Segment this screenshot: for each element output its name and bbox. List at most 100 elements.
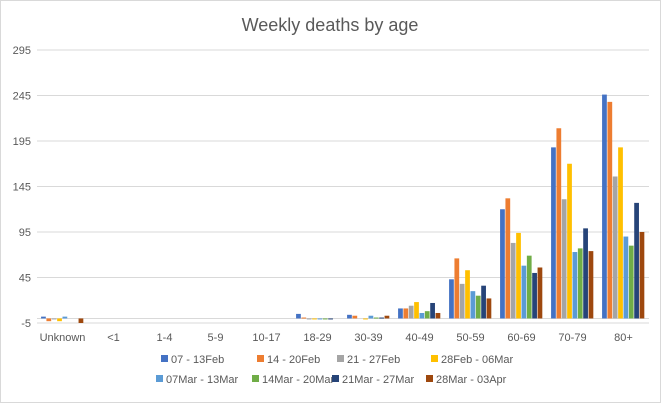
x-tick-label-5: 18-29 (303, 332, 331, 344)
bar-1829-2 (306, 318, 312, 320)
x-tick-label-0: Unknown (40, 332, 86, 344)
legend-label-7: 28Mar - 03Apr (436, 374, 507, 386)
bar-4049-4 (419, 312, 425, 319)
x-tick-label-11: 80+ (614, 332, 633, 344)
legend-label-2: 21 - 27Feb (347, 354, 400, 366)
bar-6069-4 (521, 265, 527, 319)
x-tick-label-10: 70-79 (558, 332, 586, 344)
x-tick-label-6: 30-39 (354, 332, 382, 344)
bar-4049-0 (398, 308, 403, 319)
y-tick-label-4: 195 (13, 136, 31, 148)
x-tick-label-4: 10-17 (252, 332, 280, 344)
bars (41, 94, 645, 323)
bar-1829-3 (312, 318, 317, 320)
bar-80-5 (628, 245, 634, 319)
bar-Unknown-4 (62, 316, 68, 319)
bar-7079-1 (556, 128, 562, 319)
bar-3039-3 (363, 318, 368, 320)
bar-3039-1 (352, 315, 358, 319)
bar-Unknown-1 (46, 318, 52, 322)
bar-4049-5 (424, 311, 430, 319)
bar-4049-7 (435, 312, 441, 319)
bar-7079-4 (572, 252, 578, 319)
bar-5059-5 (475, 295, 481, 319)
y-tick-label-1: 45 (19, 273, 31, 285)
bar-7079-2 (561, 199, 567, 319)
x-tick-label-8: 50-59 (456, 332, 484, 344)
bar-6069-3 (516, 232, 521, 319)
bar-1829-4 (317, 318, 323, 320)
bar-4049-2 (408, 305, 414, 319)
legend-swatch-3 (431, 355, 438, 362)
bar-5059-0 (449, 279, 454, 319)
bar-4049-6 (430, 302, 435, 319)
bar-3039-0 (347, 314, 352, 319)
bar-Unknown-2 (51, 318, 57, 320)
bar-Unknown-0 (41, 316, 46, 319)
bar-7079-6 (583, 228, 588, 319)
x-tick-label-1: <1 (107, 332, 120, 344)
y-tick-label-2: 95 (19, 227, 31, 239)
y-tick-label-6: 295 (13, 45, 31, 57)
legend-swatch-2 (337, 355, 344, 362)
bar-7079-7 (588, 251, 594, 319)
bar-5059-1 (454, 258, 460, 319)
bar-3039-6 (379, 317, 384, 319)
x-axis: Unknown <1 1-4 5-9 10-17 18-29 30-39 40-49 50-59… (40, 332, 633, 344)
x-tick-label-3: 5-9 (208, 332, 224, 344)
bar-1829-6 (328, 318, 333, 320)
bar-6069-2 (510, 242, 516, 319)
bar-7079-0 (551, 147, 556, 319)
y-tick-label-5: 245 (13, 91, 31, 103)
gridlines (37, 49, 649, 324)
bar-1829-0 (296, 313, 301, 319)
bar-6069-7 (537, 267, 543, 319)
bar-5059-4 (470, 291, 476, 319)
legend-swatch-5 (252, 375, 259, 382)
legend-swatch-6 (332, 375, 339, 382)
bar-5059-7 (486, 298, 492, 319)
bar-80-1 (607, 101, 613, 319)
bar-3039-5 (373, 317, 379, 319)
x-tick-label-7: 40-49 (405, 332, 433, 344)
y-axis: -5 45 95 145 195 245 295 (13, 45, 31, 330)
bar-80-2 (612, 176, 618, 319)
bar-80-0 (602, 94, 607, 319)
legend-label-3: 28Feb - 06Mar (441, 354, 513, 366)
y-tick-label-0: -5 (21, 318, 31, 330)
legend-swatch-0 (161, 355, 168, 362)
x-tick-label-2: 1-4 (157, 332, 173, 344)
bar-6069-6 (532, 272, 537, 319)
bar-7079-3 (567, 163, 572, 319)
legend-swatch-7 (426, 375, 433, 382)
legend-swatch-1 (257, 355, 264, 362)
bar-80-7 (639, 232, 645, 319)
bar-4049-3 (414, 302, 419, 319)
bar-80-4 (623, 236, 629, 319)
bar-5059-6 (481, 285, 486, 319)
bar-5059-2 (459, 283, 465, 319)
legend: 07 - 13Feb 14 - 20Feb 21 - 27Feb 28Feb - 06… (156, 354, 513, 386)
legend-label-6: 21Mar - 27Mar (342, 374, 414, 386)
bar-80-6 (634, 202, 639, 319)
y-tick-label-3: 145 (13, 182, 31, 194)
bar-6069-5 (526, 255, 532, 319)
legend-label-5: 14Mar - 20Mar (262, 374, 334, 386)
bar-7079-5 (577, 248, 583, 319)
bar-3039-4 (368, 315, 374, 319)
bar-Unknown-7 (78, 318, 84, 323)
bar-4049-1 (403, 308, 409, 319)
legend-label-4: 07Mar - 13Mar (166, 374, 238, 386)
bar-Unknown-3 (57, 318, 62, 322)
legend-label-1: 14 - 20Feb (267, 354, 320, 366)
bar-6069-1 (505, 198, 511, 319)
bar-5059-3 (465, 270, 470, 319)
legend-label-0: 07 - 13Feb (171, 354, 224, 366)
chart-title: Weekly deaths by age (242, 15, 419, 35)
x-tick-label-9: 60-69 (507, 332, 535, 344)
bar-6069-0 (500, 209, 505, 319)
bar-80-3 (618, 147, 623, 319)
bar-3039-7 (384, 315, 390, 319)
